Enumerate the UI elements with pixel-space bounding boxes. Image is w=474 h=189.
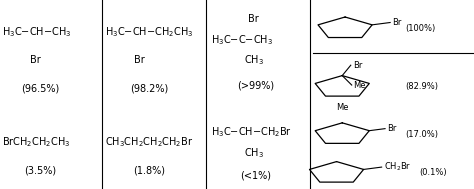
Text: H$_3$C$-$CH$-$CH$_3$: H$_3$C$-$CH$-$CH$_3$ — [2, 25, 72, 39]
Text: Me: Me — [353, 81, 365, 91]
Text: CH$_3$: CH$_3$ — [244, 53, 264, 67]
Text: (<1%): (<1%) — [240, 171, 272, 181]
Text: H$_3$C$-$CH$-$CH$_2$CH$_3$: H$_3$C$-$CH$-$CH$_2$CH$_3$ — [105, 25, 193, 39]
Text: Br: Br — [387, 124, 397, 133]
Text: Br: Br — [248, 14, 259, 24]
Text: (>99%): (>99%) — [237, 80, 274, 90]
Text: CH$_2$Br: CH$_2$Br — [384, 161, 411, 173]
Text: (1.8%): (1.8%) — [133, 165, 165, 175]
Text: (96.5%): (96.5%) — [21, 84, 59, 94]
Text: (3.5%): (3.5%) — [24, 165, 56, 175]
Text: CH$_3$: CH$_3$ — [244, 146, 264, 160]
Text: (0.1%): (0.1%) — [419, 168, 447, 177]
Text: H$_3$C$-$C$-$CH$_3$: H$_3$C$-$C$-$CH$_3$ — [211, 33, 273, 47]
Text: (82.9%): (82.9%) — [405, 82, 438, 91]
Text: BrCH$_2$CH$_2$CH$_3$: BrCH$_2$CH$_2$CH$_3$ — [2, 135, 71, 149]
Text: Br: Br — [353, 61, 363, 70]
Text: (100%): (100%) — [405, 24, 436, 33]
Text: CH$_3$CH$_2$CH$_2$CH$_2$Br: CH$_3$CH$_2$CH$_2$CH$_2$Br — [105, 135, 193, 149]
Text: (17.0%): (17.0%) — [405, 130, 438, 139]
Text: Me: Me — [336, 103, 348, 112]
Text: (98.2%): (98.2%) — [130, 84, 168, 94]
Text: H$_3$C$-$CH$-$CH$_2$Br: H$_3$C$-$CH$-$CH$_2$Br — [211, 125, 292, 139]
Text: Br: Br — [30, 56, 41, 65]
Text: Br: Br — [135, 56, 145, 65]
Text: Br: Br — [392, 18, 402, 27]
